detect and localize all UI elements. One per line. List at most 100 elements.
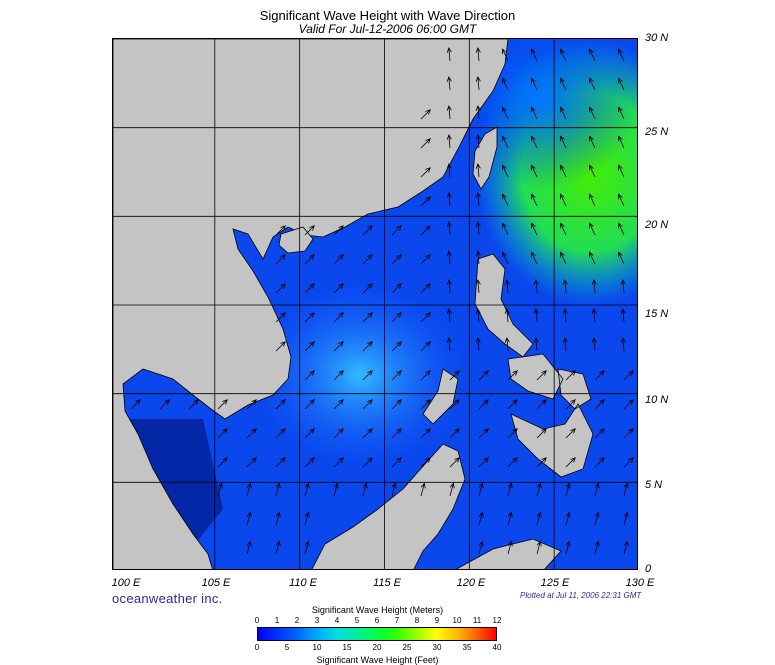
legend-tick-meters: 5 [354,616,360,625]
wave-arrow [536,399,547,410]
chart-subtitle: Valid For Jul-12-2006 06:00 GMT [298,22,477,36]
plotted-timestamp: Plotted at Jul 11, 2006 22:31 GMT [520,591,642,600]
land-borneo [311,443,466,569]
wave-arrow [531,48,538,62]
wave-arrow [507,399,518,410]
wave-arrow [618,77,625,91]
wave-arrow [304,312,315,323]
wave-arrow [478,370,489,381]
wave-arrow [623,457,634,468]
chart-title: Significant Wave Height with Wave Direct… [259,8,516,23]
wave-arrow [502,251,509,265]
wave-arrow [536,540,542,555]
wave-arrow [420,399,431,410]
wave-arrow [618,135,625,149]
wave-arrow [362,399,373,410]
legend-tick-feet: 15 [342,643,352,652]
legend-tick-feet: 40 [492,643,502,652]
wave-arrow [478,399,489,410]
wave-arrow [620,279,626,294]
wave-arrow [478,482,484,497]
wave-arrow [475,250,481,265]
wave-arrow [531,77,538,91]
wave-arrow [275,428,286,439]
wave-arrow [502,48,509,62]
wave-arrow [391,312,402,323]
wave-arrow [562,279,568,294]
legend-tick-meters: 3 [314,616,320,625]
legend-tick-feet: 35 [462,643,472,652]
land-sulawesi [455,538,562,569]
wave-arrow [502,77,509,91]
wave-arrow [362,428,373,439]
legend-tick-meters: 11 [472,616,482,625]
legend-tick-feet: 5 [284,643,290,652]
wave-arrow [478,457,489,468]
wave-arrow [246,511,252,526]
wave-arrow [333,283,344,294]
wave-arrow [591,308,597,323]
wave-arrow [333,482,339,497]
wave-arrow [504,279,510,294]
wave-arrow [446,308,452,323]
wave-arrow [304,341,315,352]
lat-label: 10 N [645,394,669,406]
wave-arrow [533,337,539,352]
wave-arrow [565,399,576,410]
wave-arrow [504,337,510,352]
wave-arrow [536,428,547,439]
wave-arrow [362,370,373,381]
wave-arrow [446,76,452,91]
wave-arrow [362,341,373,352]
wave-arrow [475,105,481,120]
wave-arrow [362,283,373,294]
wave-arrow [594,457,605,468]
wave-arrow [478,428,489,439]
wave-arrow [565,482,571,497]
wave-arrow [449,399,460,410]
wave-arrow [623,482,629,497]
wave-arrow [560,222,567,236]
wave-arrow [217,482,223,497]
wave-arrow [502,193,509,207]
wave-arrow [620,337,626,352]
wave-arrow [589,251,596,265]
wave-arrow [246,540,252,555]
wave-arrow [560,48,567,62]
wave-arrow [391,254,402,265]
land-asia [113,39,509,569]
legend-tick-meters: 10 [452,616,462,625]
legend-tick-meters: 2 [294,616,300,625]
wave-arrow [507,428,518,439]
wave-arrow [620,308,626,323]
wave-arrow [618,251,625,265]
legend-tick-meters: 0 [254,616,260,625]
wave-arrow [246,428,257,439]
wave-arrow [246,482,252,497]
wave-arrow [589,135,596,149]
wave-arrow [304,540,310,555]
wave-arrow [446,163,452,178]
wave-arrow [420,482,426,497]
legend-tick-meters: 4 [334,616,340,625]
legend-footer: Significant Wave Height (Feet) [316,655,439,665]
wave-arrow [507,482,513,497]
wave-arrow [362,457,373,468]
wave-arrow [478,540,484,555]
wave-arrow [304,283,315,294]
wave-arrow [420,312,431,323]
lon-label: 100 E [111,577,141,589]
wave-arrow [446,105,452,120]
wave-arrow [362,482,368,497]
wave-arrow [275,254,286,265]
wave-arrow [304,254,315,265]
wave-arrow [391,399,402,410]
wave-direction-arrows [130,47,634,555]
wave-arrow [531,251,538,265]
wave-arrow [536,511,542,526]
wave-arrow [420,254,431,265]
wave-arrow [475,163,481,178]
wave-arrow [504,308,510,323]
wave-arrow [565,370,576,381]
wave-arrow [420,138,431,149]
